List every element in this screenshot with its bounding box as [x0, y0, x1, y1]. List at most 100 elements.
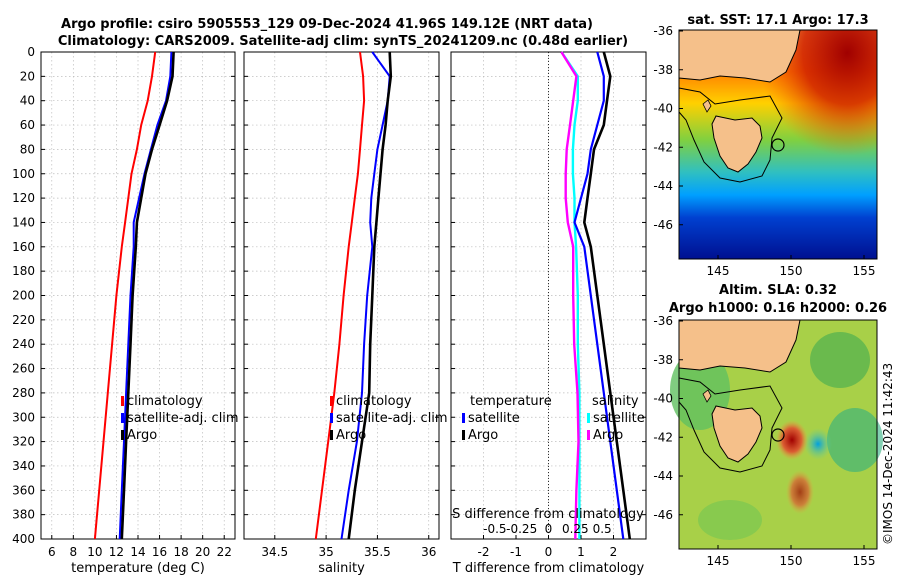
depth-tick-label: 100: [12, 167, 35, 181]
depth-tick-label: 240: [12, 337, 35, 351]
diff-legend-temp-argo-swatch: [462, 430, 465, 440]
x-tick-label: 22: [217, 545, 232, 559]
sla-tasmania: [711, 405, 763, 463]
diff-legend-sal-satellite-swatch: [587, 413, 590, 423]
x-tick-label: 0: [545, 545, 553, 559]
sla-low: [804, 428, 832, 460]
s-tick-label: -0.25: [506, 522, 537, 536]
lat-tick-label: -44: [653, 179, 673, 193]
temp-legend-argo-swatch: [121, 430, 124, 440]
x-tick-label: 2: [610, 545, 618, 559]
sla-argo-location: [771, 428, 785, 442]
lat-tick-label: -44: [653, 469, 673, 483]
figure-title: Argo profile: csiro 5905553_129 09-Dec-2…: [58, 17, 628, 49]
x-tick-label: 14: [130, 545, 145, 559]
x-tick-label: 34.5: [261, 545, 288, 559]
sla-map: Altim. SLA: 0.32 Argo h1000: 0.16 h2000:…: [669, 283, 887, 550]
diff-legend-sal-argo-label: Argo: [593, 428, 623, 443]
sla-high-2: [786, 470, 814, 514]
depth-tick-label: 280: [12, 386, 35, 400]
diff-legend-temp-satellite-swatch: [462, 413, 465, 423]
s-tick-label: 0.5: [593, 522, 612, 536]
lon-tick-label: 150: [780, 554, 803, 568]
lat-tick-label: -46: [653, 218, 673, 232]
title-line-1: Argo profile: csiro 5905553_129 09-Dec-2…: [61, 17, 593, 32]
sal-legend-climatology-swatch: [330, 396, 333, 406]
sst-argo-location: [771, 138, 785, 152]
temp-legend-satellite-label: satellite-adj. clim: [127, 411, 239, 426]
s-tick-label: -0.5: [483, 522, 506, 536]
lat-tick-label: -40: [653, 392, 673, 406]
lat-tick-label: -36: [653, 314, 673, 328]
x-tick-label: 1: [577, 545, 585, 559]
sla-feature-ne: [810, 332, 870, 388]
depth-tick-label: 0: [27, 45, 35, 59]
x-tick-label: 6: [48, 545, 56, 559]
diff-legend-temp-title: temperature: [470, 394, 552, 409]
credit-label: ©IMOS 14-Dec-2024 11:42:43: [881, 363, 895, 545]
lat-tick-label: -42: [653, 140, 673, 154]
sst-map-title: sat. SST: 17.1 Argo: 17.3: [687, 13, 868, 28]
temp-legend-climatology-label: climatology: [127, 394, 203, 409]
lat-tick-label: -40: [653, 102, 673, 116]
lon-tick-label: 145: [707, 554, 730, 568]
sal-legend-climatology-label: climatology: [336, 394, 412, 409]
sla-feature-e: [827, 408, 883, 472]
lat-tick-label: -36: [653, 24, 673, 38]
title-line-2: Climatology: CARS2009. Satellite-adj cli…: [58, 34, 628, 49]
diff-legend-sal-argo-swatch: [587, 430, 590, 440]
depth-tick-label: 220: [12, 313, 35, 327]
depth-tick-label: 400: [12, 532, 35, 546]
temp-legend-climatology-swatch: [121, 396, 124, 406]
temp-series-2: [120, 51, 175, 540]
diff-legend-sal-satellite-label: satellite: [593, 411, 645, 426]
depth-tick-label: 200: [12, 289, 35, 303]
sla-map-frame: [678, 319, 878, 550]
s-tick-label: 0: [545, 522, 553, 536]
x-tick-label: 12: [109, 545, 124, 559]
x-axis-label: temperature (deg C): [71, 561, 205, 576]
depth-tick-label: 180: [12, 264, 35, 278]
sla-high: [776, 420, 808, 460]
temp-series-0: [93, 51, 157, 540]
depth-tick-label: 380: [12, 508, 35, 522]
lat-tick-label: -42: [653, 430, 673, 444]
salinity-panel: 34.5 35 35.5 36 salinity climatology satellite…: [243, 51, 448, 576]
sla-king-island: [702, 389, 712, 403]
depth-tick-label: 340: [12, 459, 35, 473]
depth-tick-label: 160: [12, 240, 35, 254]
x-tick-label: 8: [70, 545, 78, 559]
sst-tasmania: [711, 115, 763, 173]
x-tick-label: 10: [87, 545, 102, 559]
diff-salinity-satellite: [560, 51, 580, 540]
x-tick-label: 35: [318, 545, 333, 559]
temp-series-1: [118, 51, 173, 540]
lon-tick-label: 150: [780, 264, 803, 278]
lat-tick-label: -38: [653, 63, 673, 77]
temperature-panel: 0 20 40 60 80 100 120 140 160 180 200 220 240 260 280 3…: [12, 45, 239, 576]
depth-tick-label: 140: [12, 215, 35, 229]
sla-isobath: [678, 377, 783, 473]
sal-legend-argo-swatch: [330, 430, 333, 440]
x-tick-label: 20: [195, 545, 210, 559]
sst-king-island: [702, 99, 712, 113]
difference-panel: -2 -1 0 1 2 T difference from climatology S di…: [450, 51, 647, 576]
map-axes: -36 -38 -40 -42 -44 -46 145 150 155 -36 -38 -40 -42 -…: [653, 24, 875, 568]
depth-tick-label: 80: [20, 142, 35, 156]
x-tick-label: 16: [152, 545, 167, 559]
depth-tick-label: 260: [12, 362, 35, 376]
sal-series-0: [314, 51, 366, 540]
axes-frame: [40, 51, 236, 540]
diff-legend-sal-title: salinity: [592, 394, 639, 409]
sst-isobath: [678, 87, 783, 183]
x-tick-label: -2: [478, 545, 490, 559]
sla-title-line-2: Argo h1000: 0.16 h2000: 0.26: [669, 301, 887, 316]
depth-tick-label: 320: [12, 435, 35, 449]
sal-legend-satellite-label: satellite-adj. clim: [336, 411, 448, 426]
sla-feature-sw: [698, 500, 762, 540]
sal-legend-argo-label: Argo: [336, 428, 366, 443]
sst-map-frame: [678, 29, 878, 260]
depth-tick-label: 360: [12, 483, 35, 497]
depth-tick-label: 300: [12, 410, 35, 424]
